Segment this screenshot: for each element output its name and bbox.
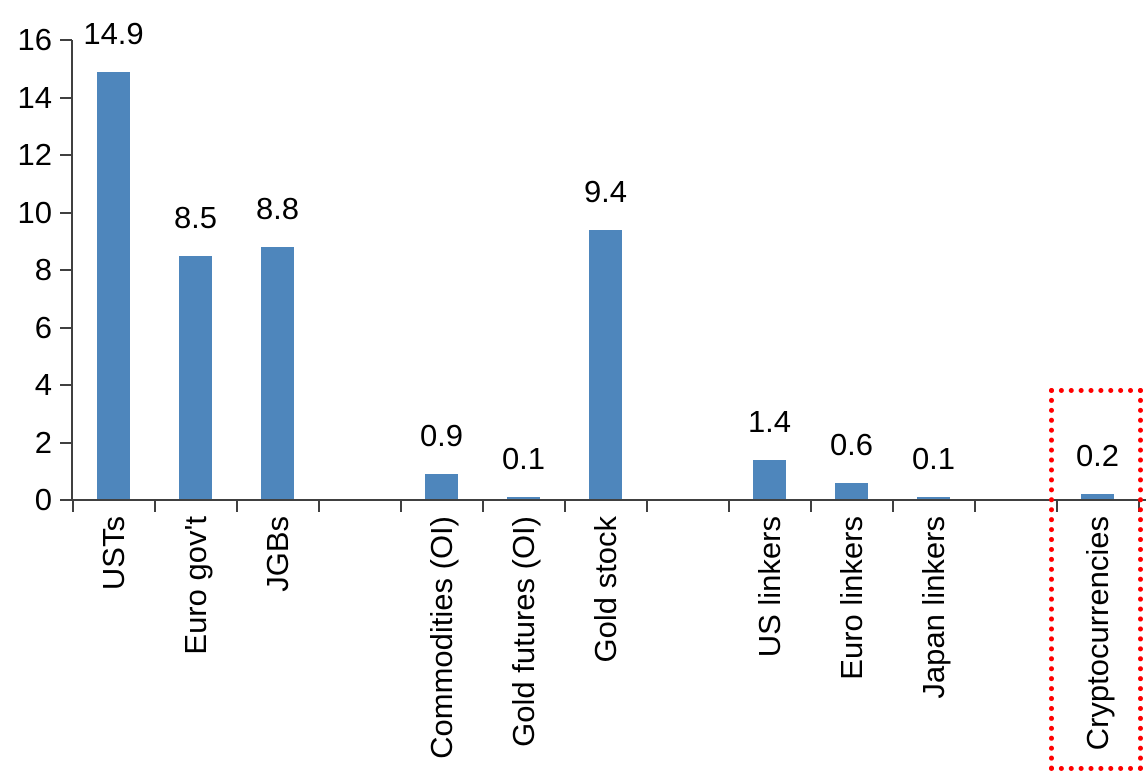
y-axis-tick <box>60 211 72 214</box>
y-axis-tick <box>60 96 72 99</box>
category-label: US linkers <box>751 516 787 658</box>
y-axis-tick-label: 16 <box>17 22 52 57</box>
x-axis-tick <box>481 500 484 512</box>
bar <box>753 459 786 500</box>
x-axis-tick <box>153 500 156 512</box>
x-axis-line <box>71 499 1146 501</box>
y-axis-tick <box>60 326 72 329</box>
category-label: JGBs <box>259 516 295 592</box>
category-label: USTs <box>95 516 131 591</box>
highlight-box <box>1048 388 1143 771</box>
bar <box>97 71 130 500</box>
x-axis-tick <box>1055 500 1058 512</box>
y-axis-tick-label: 0 <box>34 482 52 517</box>
bar <box>261 247 294 500</box>
y-axis-tick-label: 2 <box>34 424 52 460</box>
category-label: Japan linkers <box>915 516 951 699</box>
bar-value-label: 0.2 <box>1075 438 1120 474</box>
y-axis-tick <box>60 441 72 444</box>
x-axis-tick <box>399 500 402 512</box>
bar <box>589 229 622 500</box>
y-axis-tick-label: 10 <box>17 194 52 230</box>
y-axis-tick-label: 4 <box>34 367 52 402</box>
y-axis-tick-label: 14 <box>17 79 52 115</box>
bar-value-label: 0.9 <box>419 418 464 454</box>
x-axis-tick <box>809 500 812 512</box>
x-axis-tick <box>317 500 320 512</box>
bar-value-label: 1.4 <box>747 403 792 439</box>
y-axis-line <box>71 40 73 500</box>
bar-value-label: 14.9 <box>83 15 144 51</box>
category-label: Gold stock <box>587 516 623 663</box>
bar <box>835 482 868 500</box>
category-label: Euro linkers <box>833 516 869 680</box>
bar-value-label: 8.8 <box>255 191 300 226</box>
y-axis-tick <box>60 154 72 156</box>
bar-value-label: 0.1 <box>911 441 956 477</box>
bar <box>507 497 540 500</box>
y-axis-tick-label: 8 <box>34 252 52 287</box>
bar-value-label: 0.1 <box>501 441 546 477</box>
x-axis-tick <box>71 500 74 512</box>
x-axis-tick <box>727 500 730 512</box>
category-label: Euro gov't <box>177 516 213 655</box>
y-axis-tick-label: 6 <box>34 309 52 345</box>
y-axis-tick <box>60 499 72 501</box>
x-axis-tick <box>563 500 566 512</box>
bar <box>425 474 458 500</box>
bar-value-label: 0.6 <box>829 426 874 462</box>
x-axis-tick <box>973 500 976 512</box>
x-axis-tick <box>645 500 648 512</box>
bar <box>179 255 212 500</box>
y-axis-tick <box>60 39 72 41</box>
x-axis-tick <box>891 500 894 512</box>
bar <box>917 497 950 500</box>
bar-value-label: 8.5 <box>173 199 218 235</box>
bar <box>1081 494 1114 500</box>
y-axis-tick <box>60 269 72 271</box>
x-axis-tick <box>235 500 238 512</box>
category-label: Commodities (OI) <box>423 516 459 759</box>
y-axis-tick-label: 12 <box>17 137 52 172</box>
category-label: Gold futures (OI) <box>505 516 541 747</box>
bar-value-label: 9.4 <box>583 173 628 209</box>
y-axis-tick <box>60 384 72 386</box>
